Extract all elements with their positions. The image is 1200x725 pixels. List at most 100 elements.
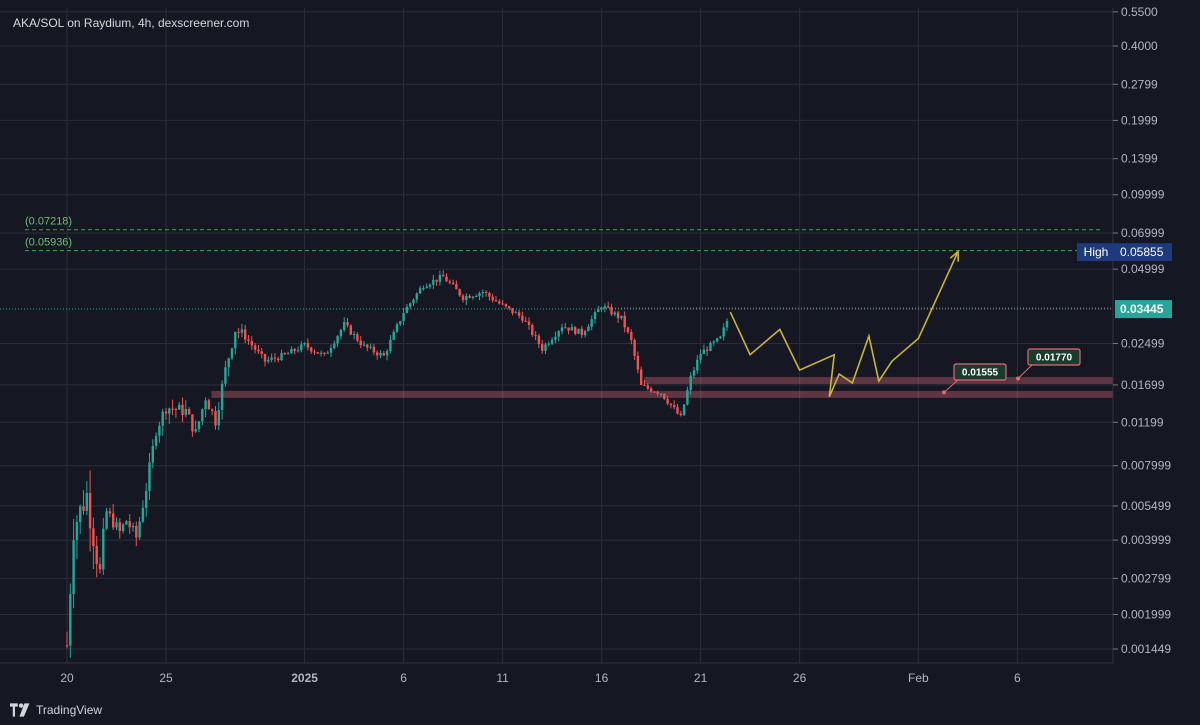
candle-body bbox=[333, 343, 336, 349]
x-tick-label: 21 bbox=[694, 671, 708, 685]
candle-body bbox=[214, 410, 217, 426]
candle-body bbox=[458, 289, 461, 296]
candle-body bbox=[498, 301, 501, 304]
candle-body bbox=[145, 490, 148, 508]
candle-body bbox=[148, 462, 151, 491]
level-label: (0.05936) bbox=[25, 237, 72, 249]
candle-body bbox=[168, 408, 171, 414]
candle-body bbox=[481, 291, 484, 294]
callout-value: 0.01555 bbox=[962, 368, 999, 379]
candle-body bbox=[438, 275, 442, 282]
candle-body bbox=[290, 348, 293, 354]
projection-line bbox=[729, 251, 959, 398]
candle-body bbox=[382, 353, 385, 356]
candle-body bbox=[115, 522, 118, 528]
candle-body bbox=[283, 353, 286, 355]
candle-body bbox=[65, 645, 69, 647]
candle-body bbox=[418, 288, 422, 294]
candle-body bbox=[491, 296, 494, 301]
candle-body bbox=[666, 398, 669, 404]
candle-body bbox=[676, 407, 679, 414]
y-tick-label: 0.001449 bbox=[1121, 642, 1171, 656]
candle-body bbox=[260, 351, 263, 354]
candle-body bbox=[425, 286, 428, 288]
candle-body bbox=[590, 319, 593, 327]
candles bbox=[65, 270, 729, 658]
candle-body bbox=[267, 359, 270, 362]
candle-body bbox=[85, 492, 88, 511]
x-tick-label: 16 bbox=[595, 671, 609, 685]
candle-body bbox=[293, 348, 296, 351]
candle-body bbox=[643, 384, 646, 386]
level-lines: (0.07218) (0.05936) bbox=[0, 216, 1113, 310]
y-tick-label: 0.5500 bbox=[1121, 5, 1158, 19]
candle-body bbox=[669, 403, 673, 406]
candle-body bbox=[653, 391, 656, 393]
candle-body bbox=[98, 563, 102, 570]
candle-body bbox=[475, 296, 478, 298]
candle-body bbox=[524, 320, 527, 322]
candle-body bbox=[138, 521, 141, 538]
candle-body bbox=[630, 332, 633, 341]
candle-body bbox=[626, 327, 630, 333]
callout-pointer bbox=[943, 379, 959, 393]
candle-body bbox=[682, 404, 686, 416]
candle-body bbox=[131, 525, 135, 528]
candle-body bbox=[247, 339, 250, 342]
candle-body bbox=[607, 306, 610, 308]
candle-body bbox=[508, 306, 511, 309]
projection-arrowhead bbox=[949, 250, 960, 262]
candle-body bbox=[187, 409, 191, 415]
candle-body bbox=[230, 348, 234, 359]
candle-body bbox=[567, 327, 570, 331]
candle-body bbox=[135, 525, 138, 538]
candle-body bbox=[118, 522, 121, 531]
footer: TradingView bbox=[10, 700, 102, 720]
candle-body bbox=[217, 409, 220, 426]
candle-body bbox=[554, 336, 557, 340]
candle-body bbox=[257, 349, 260, 352]
tradingview-logo-icon bbox=[10, 703, 30, 717]
candle-body bbox=[366, 344, 369, 348]
candle-body bbox=[399, 321, 402, 325]
candle-body bbox=[656, 392, 659, 394]
candle-body bbox=[329, 348, 333, 353]
price-axis[interactable]: 0.5500 0.4000 0.2799 0.1999 0.1399 0.09999 0.0… bbox=[1113, 5, 1171, 656]
candle-body bbox=[478, 293, 481, 297]
candle-body bbox=[689, 375, 692, 391]
time-axis[interactable]: 20 25 2025 6 11 16 21 26 Feb 6 bbox=[60, 671, 1021, 685]
candle-body bbox=[613, 312, 616, 315]
candle-body bbox=[125, 521, 128, 525]
candle-body bbox=[171, 408, 174, 410]
candle-body bbox=[517, 312, 521, 316]
candle-body bbox=[597, 309, 600, 313]
candle-body bbox=[306, 343, 310, 348]
candle-body bbox=[102, 528, 105, 570]
price-tags: High 0.05855 0.03445 bbox=[1077, 243, 1172, 319]
candle-body bbox=[105, 511, 108, 529]
candle-body bbox=[570, 327, 574, 331]
candle-body bbox=[461, 295, 465, 300]
y-tick-label: 0.01699 bbox=[1121, 378, 1165, 392]
candle-body bbox=[286, 353, 290, 355]
candle-body bbox=[112, 513, 115, 528]
x-tick-label: 2025 bbox=[291, 671, 318, 685]
candle-body bbox=[686, 390, 689, 405]
candle-body bbox=[405, 306, 409, 314]
candle-body bbox=[521, 315, 524, 321]
candle-body bbox=[663, 393, 666, 399]
candle-body bbox=[603, 306, 607, 309]
candle-body bbox=[709, 342, 712, 351]
candle-body bbox=[204, 400, 207, 410]
candle-body bbox=[277, 358, 280, 361]
candle-body bbox=[577, 328, 580, 334]
candle-body bbox=[343, 322, 346, 330]
candle-body bbox=[616, 312, 620, 319]
candle-body bbox=[451, 282, 455, 285]
candle-body bbox=[178, 404, 181, 410]
y-tick-label: 0.2799 bbox=[1121, 77, 1158, 91]
candle-body bbox=[191, 414, 194, 432]
x-tick-label: 26 bbox=[793, 671, 807, 685]
